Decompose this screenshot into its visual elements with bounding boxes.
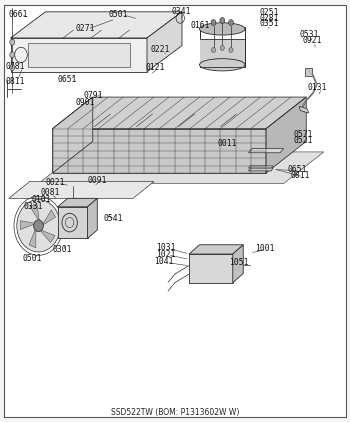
Text: 0661: 0661 [9, 10, 28, 19]
Circle shape [211, 48, 216, 53]
Text: 0131: 0131 [308, 83, 328, 92]
Circle shape [220, 46, 224, 51]
Polygon shape [52, 97, 306, 129]
Text: 0521: 0521 [294, 136, 314, 145]
Polygon shape [9, 181, 154, 198]
Text: 0331: 0331 [24, 202, 43, 211]
Text: 0651: 0651 [287, 165, 307, 174]
Text: 0791: 0791 [84, 91, 104, 100]
Polygon shape [304, 68, 312, 76]
Circle shape [211, 19, 216, 26]
Text: 0221: 0221 [150, 45, 170, 54]
Text: 0351: 0351 [259, 19, 279, 28]
Text: 0811: 0811 [290, 171, 310, 181]
Text: 0901: 0901 [75, 97, 95, 107]
Text: 0101: 0101 [32, 195, 51, 204]
Text: 0781: 0781 [5, 62, 25, 71]
Polygon shape [248, 166, 273, 168]
Text: 1041: 1041 [154, 257, 174, 266]
Polygon shape [29, 228, 36, 248]
Text: 1021: 1021 [156, 249, 175, 259]
Circle shape [10, 52, 15, 58]
Polygon shape [52, 129, 266, 173]
Polygon shape [20, 221, 36, 230]
Text: 0501: 0501 [23, 254, 42, 263]
Circle shape [220, 17, 225, 23]
Text: 0571: 0571 [294, 130, 314, 139]
Text: 0081: 0081 [40, 188, 60, 197]
Polygon shape [58, 207, 88, 238]
Polygon shape [189, 254, 233, 283]
Polygon shape [147, 12, 182, 72]
Circle shape [229, 19, 233, 26]
Text: 1051: 1051 [229, 258, 249, 267]
Polygon shape [30, 203, 40, 222]
Text: 0921: 0921 [303, 36, 322, 46]
Circle shape [10, 65, 15, 70]
Polygon shape [189, 245, 243, 254]
Polygon shape [52, 97, 93, 173]
Polygon shape [88, 198, 97, 238]
Polygon shape [10, 12, 182, 38]
Text: 0541: 0541 [103, 214, 123, 223]
Ellipse shape [199, 59, 245, 71]
Polygon shape [266, 97, 306, 173]
Text: 0271: 0271 [75, 24, 95, 33]
Ellipse shape [199, 23, 245, 35]
Polygon shape [10, 38, 147, 72]
Text: 0531: 0531 [299, 30, 319, 39]
Text: 0811: 0811 [5, 76, 25, 86]
Circle shape [34, 220, 43, 232]
Text: 0501: 0501 [108, 10, 128, 19]
Polygon shape [40, 230, 55, 243]
Circle shape [229, 48, 233, 53]
Polygon shape [299, 106, 309, 113]
Text: 0091: 0091 [88, 176, 107, 185]
Text: 0281: 0281 [259, 14, 279, 23]
Polygon shape [28, 43, 130, 67]
FancyBboxPatch shape [199, 39, 245, 67]
Text: 0021: 0021 [46, 178, 65, 187]
Text: 0341: 0341 [172, 7, 191, 16]
Text: 0301: 0301 [52, 245, 72, 254]
Text: 0121: 0121 [145, 63, 165, 72]
Text: SSD522TW (BOM: P1313602W W): SSD522TW (BOM: P1313602W W) [111, 408, 239, 417]
Polygon shape [42, 210, 56, 226]
Polygon shape [233, 245, 243, 283]
Polygon shape [58, 198, 97, 207]
Text: 1001: 1001 [255, 243, 274, 253]
Text: 0161: 0161 [191, 21, 210, 30]
Polygon shape [248, 168, 273, 171]
Text: 0251: 0251 [259, 8, 279, 17]
Circle shape [17, 200, 60, 252]
Text: 1031: 1031 [156, 243, 175, 252]
Polygon shape [38, 152, 324, 184]
Text: 0651: 0651 [58, 75, 77, 84]
Circle shape [10, 39, 15, 45]
Text: 0011: 0011 [217, 139, 237, 148]
Polygon shape [248, 149, 284, 153]
